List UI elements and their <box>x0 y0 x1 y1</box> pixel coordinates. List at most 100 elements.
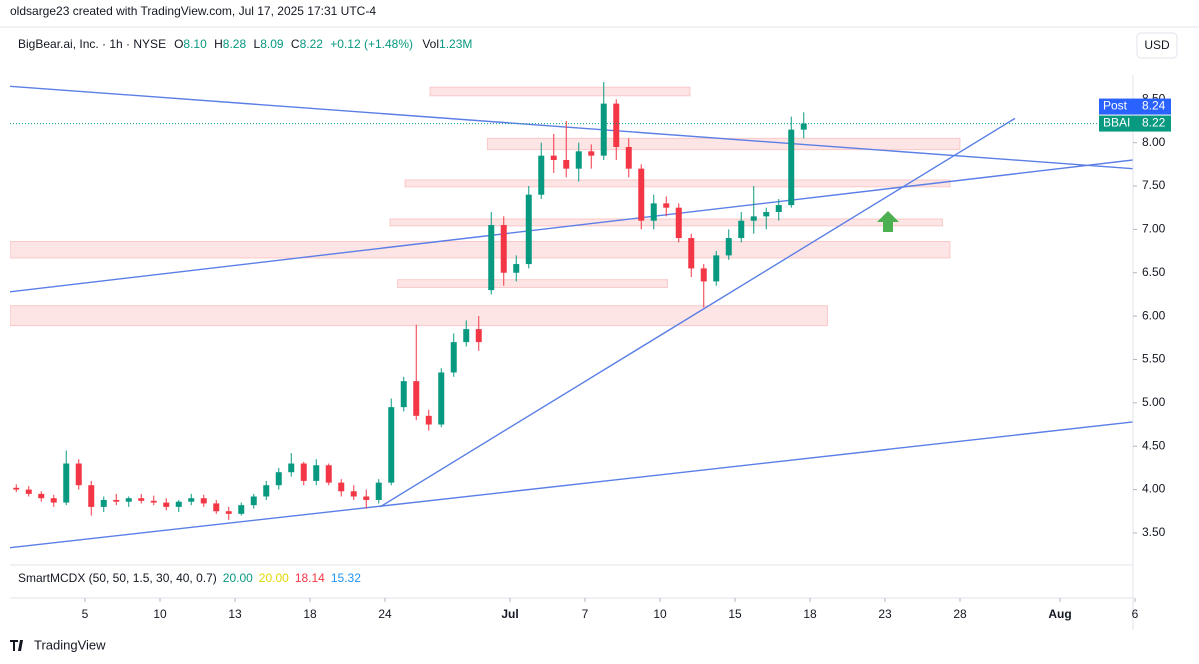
candle-body <box>113 499 120 502</box>
y-tick-label: 3.50 <box>1142 525 1166 539</box>
candle-body <box>100 499 107 507</box>
indicator-value: 20.00 <box>259 571 289 585</box>
currency-button[interactable] <box>1136 32 1178 59</box>
change: +0.12 (+1.48%) <box>330 37 413 51</box>
y-tick-label: 4.00 <box>1142 482 1166 496</box>
zone <box>10 241 951 259</box>
candle-body <box>438 372 445 425</box>
candle-body <box>63 463 70 503</box>
o-label: O <box>174 37 183 51</box>
candle-body <box>500 225 507 273</box>
h: 8.28 <box>223 37 247 51</box>
candle-body <box>150 500 157 503</box>
y-tick-label: 7.00 <box>1142 222 1166 236</box>
logo <box>10 640 23 651</box>
l-label: L <box>254 37 261 51</box>
indicator-value: 18.14 <box>295 571 325 585</box>
credit: oldsarge23 created with TradingView.com,… <box>10 4 376 18</box>
candle-body <box>413 381 420 416</box>
candle-body <box>263 485 270 497</box>
x-tick-label: 10 <box>153 607 167 621</box>
trend-line <box>10 159 1133 293</box>
candle-body <box>588 151 595 156</box>
indicator-value: 20.00 <box>223 571 253 585</box>
zone <box>404 179 951 188</box>
candle-body <box>325 465 332 483</box>
price-label-value: 8.22 <box>1142 116 1166 130</box>
candle-body <box>638 168 645 221</box>
candle-body <box>50 498 57 503</box>
x-tick-label: Jul <box>501 607 518 621</box>
zone <box>429 86 691 97</box>
candle-body <box>700 268 707 282</box>
x-tick-label: 18 <box>803 607 817 621</box>
x-tick-label: 10 <box>653 607 667 621</box>
l: 8.09 <box>260 37 284 51</box>
zone <box>487 137 961 151</box>
price-label-name: Post <box>1103 99 1128 113</box>
candle-body <box>213 503 220 512</box>
currency[interactable]: USD <box>1144 38 1170 52</box>
price-label-box <box>1099 98 1171 115</box>
candle-body <box>575 151 582 169</box>
candle-body <box>238 505 245 514</box>
ohlc: O8.10 H8.28 L8.09 C8.22 +0.12 (+1.48%) V… <box>174 37 472 51</box>
candle-body <box>375 482 382 500</box>
candle-body <box>675 207 682 239</box>
candle-body <box>775 205 782 213</box>
candle-body <box>138 498 145 501</box>
candle-body <box>275 472 282 486</box>
candle-body <box>163 502 170 507</box>
candle-body <box>600 103 607 156</box>
price-label-name: BBAI <box>1103 116 1130 130</box>
candle-body <box>688 238 695 269</box>
candle-body <box>613 103 620 147</box>
candle-body <box>513 264 520 273</box>
candle-body <box>713 255 720 282</box>
arrow-up <box>877 211 899 232</box>
symbol: BigBear.ai, Inc. · 1h · NYSE <box>18 37 166 51</box>
candle-body <box>225 511 232 514</box>
x-tick-label: Aug <box>1048 607 1071 621</box>
zone <box>397 279 668 288</box>
y-tick-label: 4.50 <box>1142 438 1166 452</box>
candle-body <box>88 485 95 507</box>
indicator-value: 15.32 <box>331 571 361 585</box>
candle-body <box>538 155 545 195</box>
candle-body <box>800 123 807 130</box>
candle-body <box>400 381 407 408</box>
candle-body <box>475 329 482 343</box>
x-tick-label: 5 <box>82 607 89 621</box>
candle-body <box>725 238 732 256</box>
candle-body <box>750 216 757 221</box>
candle-body <box>300 463 307 481</box>
c: 8.22 <box>300 37 324 51</box>
candle-body <box>363 496 370 500</box>
y-tick-label: 5.00 <box>1142 395 1166 409</box>
candle-body <box>788 129 795 206</box>
indicator: SmartMCDX (50, 50, 1.5, 30, 40, 0.7) 20.0… <box>18 571 361 585</box>
x-tick-label: 28 <box>953 607 967 621</box>
price-label-box <box>1099 115 1171 132</box>
candle-body <box>25 489 32 494</box>
candle-body <box>200 498 207 504</box>
candle-body <box>550 155 557 160</box>
candle-body <box>125 498 132 502</box>
candle-body <box>75 463 82 486</box>
candle-body <box>313 465 320 481</box>
x-tick-label: 6 <box>1132 607 1139 621</box>
price-label-value: 8.24 <box>1142 99 1166 113</box>
candle-body <box>250 496 257 506</box>
vol: 1.23M <box>439 37 472 51</box>
c-label: C <box>291 37 300 51</box>
zone <box>389 218 943 227</box>
x-tick-label: 15 <box>728 607 742 621</box>
x-tick-label: 18 <box>303 607 317 621</box>
trend-line <box>10 421 1133 549</box>
candle-body <box>450 342 457 373</box>
candle-body <box>763 212 770 217</box>
y-tick-label: 6.00 <box>1142 308 1166 322</box>
candle-body <box>350 491 357 497</box>
candle-body <box>175 501 182 507</box>
candle-body <box>188 498 195 502</box>
